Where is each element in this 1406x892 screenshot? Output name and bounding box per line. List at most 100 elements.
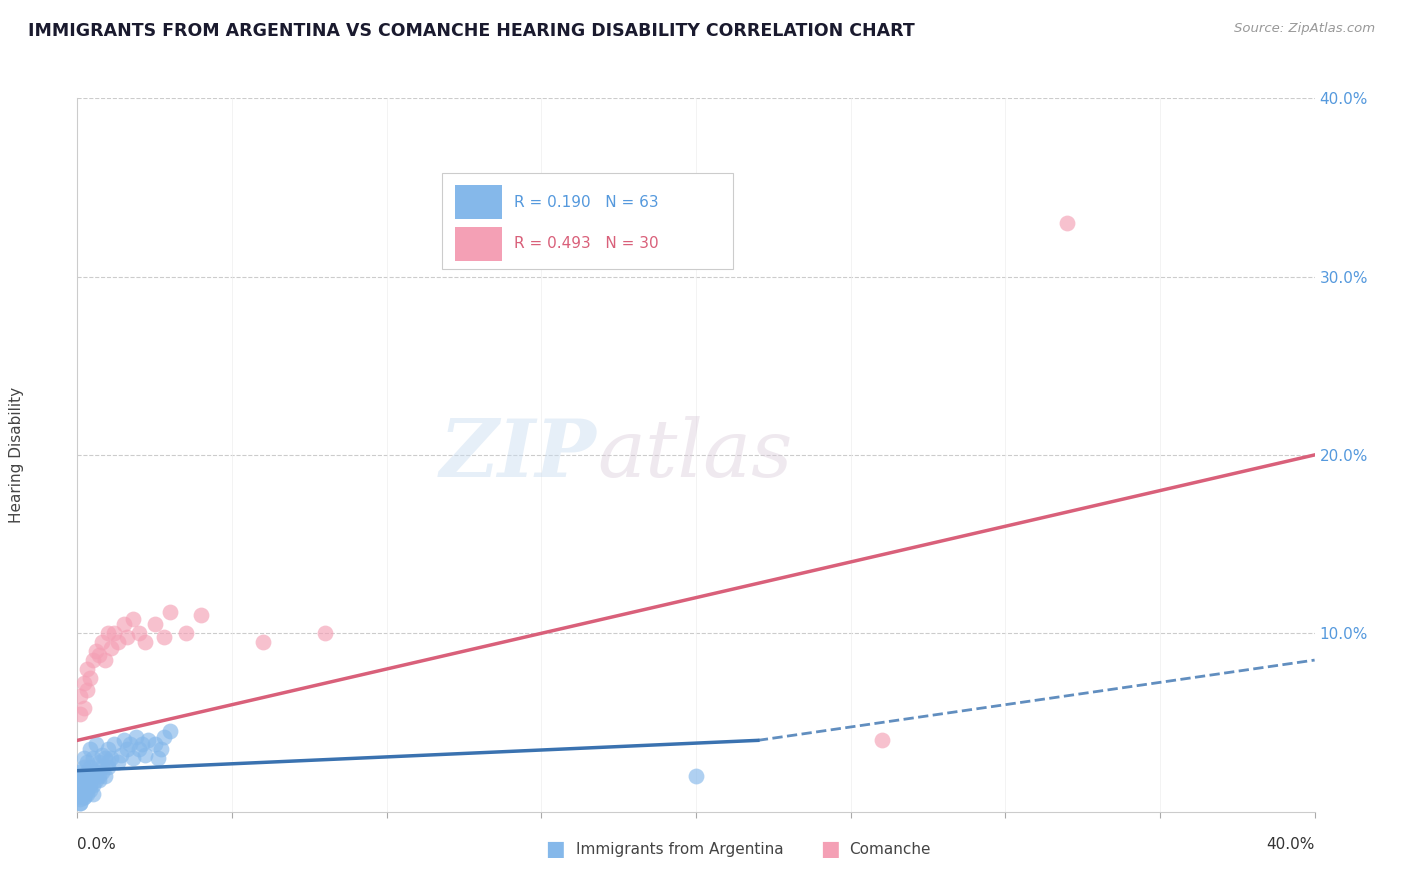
- Point: [146, 751, 169, 765]
- Point: [122, 612, 145, 626]
- Point: [72, 790, 94, 805]
- Point: [69, 765, 91, 780]
- Point: [252, 635, 274, 649]
- Point: [190, 608, 212, 623]
- Text: R = 0.493   N = 30: R = 0.493 N = 30: [515, 236, 659, 252]
- Point: [76, 765, 98, 780]
- Point: [103, 737, 125, 751]
- Text: 0.0%: 0.0%: [77, 837, 117, 852]
- Point: [87, 755, 110, 769]
- Point: [72, 760, 94, 774]
- Point: [69, 796, 91, 810]
- Point: [131, 737, 153, 751]
- Point: [138, 733, 160, 747]
- Point: [76, 755, 98, 769]
- Point: [76, 783, 98, 797]
- Point: [685, 769, 707, 783]
- Point: [125, 730, 148, 744]
- Text: Immigrants from Argentina: Immigrants from Argentina: [576, 842, 785, 856]
- Text: Comanche: Comanche: [849, 842, 931, 856]
- Point: [82, 778, 104, 792]
- Point: [76, 772, 98, 787]
- Text: ■: ■: [546, 839, 565, 859]
- Point: [122, 751, 145, 765]
- Point: [134, 747, 156, 762]
- Point: [174, 626, 197, 640]
- Point: [97, 760, 120, 774]
- Point: [107, 755, 129, 769]
- Point: [79, 778, 101, 792]
- Point: [82, 787, 104, 801]
- Point: [314, 626, 336, 640]
- Point: [72, 778, 94, 792]
- Point: [91, 765, 114, 780]
- Point: [72, 790, 94, 805]
- Point: [69, 792, 91, 806]
- Point: [69, 769, 91, 783]
- Point: [153, 730, 176, 744]
- Point: [72, 701, 94, 715]
- Point: [69, 796, 91, 810]
- Point: [159, 605, 181, 619]
- Point: [107, 635, 129, 649]
- Point: [97, 742, 120, 756]
- Point: [128, 626, 150, 640]
- Point: [69, 787, 91, 801]
- Point: [76, 683, 98, 698]
- Text: R = 0.190   N = 63: R = 0.190 N = 63: [515, 194, 659, 210]
- Point: [69, 778, 91, 792]
- Point: [100, 751, 122, 765]
- Point: [100, 640, 122, 655]
- Point: [128, 742, 150, 756]
- Point: [69, 783, 91, 797]
- Text: atlas: atlas: [598, 417, 793, 493]
- Point: [110, 747, 132, 762]
- Point: [79, 783, 101, 797]
- Point: [87, 769, 110, 783]
- Point: [94, 751, 117, 765]
- Point: [84, 737, 107, 751]
- Point: [84, 765, 107, 780]
- Point: [91, 760, 114, 774]
- Point: [84, 644, 107, 658]
- Point: [143, 617, 166, 632]
- Point: [79, 671, 101, 685]
- Point: [94, 769, 117, 783]
- Text: Source: ZipAtlas.com: Source: ZipAtlas.com: [1234, 22, 1375, 36]
- Point: [91, 635, 114, 649]
- Point: [115, 630, 138, 644]
- Point: [87, 648, 110, 662]
- Point: [143, 737, 166, 751]
- Text: ■: ■: [820, 839, 839, 859]
- Point: [72, 769, 94, 783]
- Point: [1056, 216, 1078, 230]
- Point: [153, 630, 176, 644]
- Point: [118, 737, 141, 751]
- FancyBboxPatch shape: [443, 173, 733, 269]
- Point: [87, 772, 110, 787]
- Bar: [454, 186, 502, 219]
- Point: [69, 689, 91, 703]
- Point: [112, 733, 135, 747]
- Point: [82, 769, 104, 783]
- Text: IMMIGRANTS FROM ARGENTINA VS COMANCHE HEARING DISABILITY CORRELATION CHART: IMMIGRANTS FROM ARGENTINA VS COMANCHE HE…: [28, 22, 915, 40]
- Point: [97, 755, 120, 769]
- Point: [69, 790, 91, 805]
- Point: [149, 742, 172, 756]
- Point: [79, 742, 101, 756]
- Point: [72, 751, 94, 765]
- Text: Hearing Disability: Hearing Disability: [10, 387, 24, 523]
- Point: [94, 653, 117, 667]
- Text: 40.0%: 40.0%: [1267, 837, 1315, 852]
- Point: [91, 747, 114, 762]
- Point: [72, 676, 94, 690]
- Point: [134, 635, 156, 649]
- Point: [115, 742, 138, 756]
- Point: [159, 724, 181, 739]
- Point: [97, 626, 120, 640]
- Point: [72, 787, 94, 801]
- Point: [76, 787, 98, 801]
- Point: [84, 772, 107, 787]
- Text: ZIP: ZIP: [440, 417, 598, 493]
- Point: [870, 733, 893, 747]
